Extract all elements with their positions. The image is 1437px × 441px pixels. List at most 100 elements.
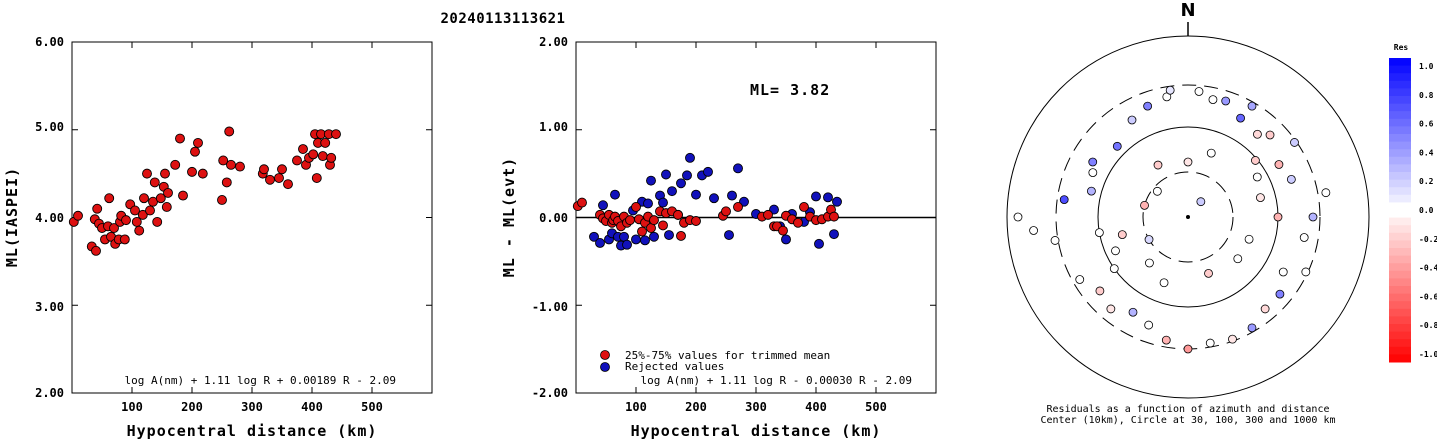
data-point: [175, 133, 185, 144]
colorbar-swatch: [1389, 248, 1411, 257]
rejected-point: [658, 197, 668, 208]
station-residual: [1144, 320, 1154, 330]
colorbar-title: Res: [1394, 43, 1409, 52]
y-tick-label: 6.00: [35, 35, 64, 49]
colorbar-swatch: [1389, 308, 1411, 317]
rejected-point: [682, 170, 692, 181]
data-point: [320, 137, 331, 148]
rejected-point: [595, 237, 605, 248]
trimmed-point: [691, 216, 701, 226]
caption-line-2: Center (10km), Circle at 30, 100, 300 an…: [1040, 415, 1335, 426]
station-residual: [1228, 334, 1237, 344]
colorbar-tick-label: 1.0: [1419, 62, 1434, 71]
station-residual: [1206, 148, 1216, 158]
station-residual: [1013, 212, 1023, 222]
formula-label: log A(nm) + 1.11 log R + 0.00189 R - 2.0…: [124, 374, 396, 387]
station-residual: [1252, 172, 1262, 182]
rejected-point: [667, 186, 677, 197]
caption-line-1: Residuals as a function of azimuth and d…: [1047, 404, 1330, 415]
event-title: 20240113113621: [440, 11, 565, 27]
data-points-2: [572, 152, 842, 251]
colorbar-swatch: [1389, 118, 1411, 127]
colorbar-swatch: [1389, 88, 1411, 97]
colorbar-swatch: [1389, 225, 1411, 234]
rejected-point: [691, 189, 701, 200]
panel-azimuth-residuals: N Residuals as a function of azimuth and…: [1006, 0, 1370, 426]
legend-blue-marker: [600, 362, 610, 372]
rejected-point: [709, 193, 719, 204]
colorbar-tick-label: 0.8: [1419, 91, 1434, 100]
data-point: [259, 164, 269, 175]
station-residual: [1144, 235, 1154, 244]
colorbar-swatch: [1389, 202, 1411, 211]
colorbar-tick-label: -0.4: [1419, 264, 1437, 273]
station-residual: [1106, 304, 1116, 314]
colorbar-swatch: [1389, 80, 1411, 89]
rejected-point: [727, 190, 737, 201]
colorbar-swatch: [1389, 134, 1411, 143]
station-residual: [1265, 130, 1275, 140]
station-residual: [1145, 258, 1154, 268]
trimmed-point: [763, 209, 773, 220]
trimmed-point: [799, 202, 809, 212]
station-residual: [1321, 188, 1331, 198]
data-point: [161, 202, 172, 212]
rejected-point: [676, 178, 686, 189]
rejected-point: [589, 231, 599, 242]
y-tick-label: 2.00: [35, 386, 64, 400]
colorbar-tick-label: -1.0: [1419, 350, 1437, 359]
data-point: [142, 168, 152, 179]
y-tick-label: 3.00: [35, 300, 64, 314]
station-residual: [1208, 95, 1218, 105]
colorbar-swatch: [1389, 346, 1411, 355]
colorbar-swatch: [1389, 286, 1411, 295]
panel-residual-vs-distance: -2.00 -1.00 0.00 1.00 2.00 100 200 300 4…: [500, 35, 937, 440]
colorbar-swatch: [1389, 156, 1411, 165]
data-point: [326, 152, 337, 163]
data-point: [292, 155, 302, 166]
station-residual: [1301, 267, 1311, 277]
station-residual: [1275, 289, 1285, 299]
rejected-point: [832, 196, 842, 207]
data-point: [226, 159, 236, 170]
rejected-point: [622, 239, 632, 250]
trimmed-point: [721, 206, 731, 217]
colorbar-swatch: [1389, 255, 1411, 264]
station-residual: [1087, 186, 1096, 196]
station-residual: [1253, 129, 1262, 139]
data-point: [235, 161, 245, 172]
data-point: [331, 129, 341, 140]
trimmed-point: [778, 225, 788, 236]
colorbar-swatch: [1389, 293, 1411, 302]
station-residual: [1109, 264, 1119, 274]
rejected-point: [598, 200, 608, 211]
residual-points: [1013, 85, 1331, 354]
x-tick-label: 300: [241, 400, 263, 414]
trimmed-point: [829, 211, 839, 222]
data-point: [221, 177, 232, 188]
colorbar-swatch: [1389, 111, 1411, 120]
x-axis-label: Hypocentral distance (km): [631, 422, 882, 440]
colorbar-tick-label: -0.8: [1419, 321, 1437, 330]
data-point: [217, 194, 227, 205]
rejected-point: [811, 191, 821, 202]
rejected-point: [610, 189, 620, 200]
colorbar-swatch: [1389, 331, 1411, 340]
station-residual: [1088, 168, 1098, 178]
colorbar-swatch: [1389, 73, 1411, 82]
circle-1000km: [1006, 35, 1370, 399]
y-tick-label: -2.00: [532, 386, 568, 400]
rejected-point: [640, 235, 650, 246]
ml-value-label: ML= 3.82: [750, 81, 830, 99]
colorbar-swatch: [1389, 217, 1411, 226]
data-point: [178, 190, 188, 201]
rejected-point: [685, 152, 695, 163]
colorbar-swatch: [1389, 126, 1411, 135]
trimmed-point: [673, 209, 683, 220]
colorbar-swatch: [1389, 354, 1411, 363]
rejected-point: [733, 163, 743, 174]
x-tick-label: 400: [301, 400, 323, 414]
rejected-point: [631, 234, 641, 245]
data-point: [104, 193, 115, 204]
